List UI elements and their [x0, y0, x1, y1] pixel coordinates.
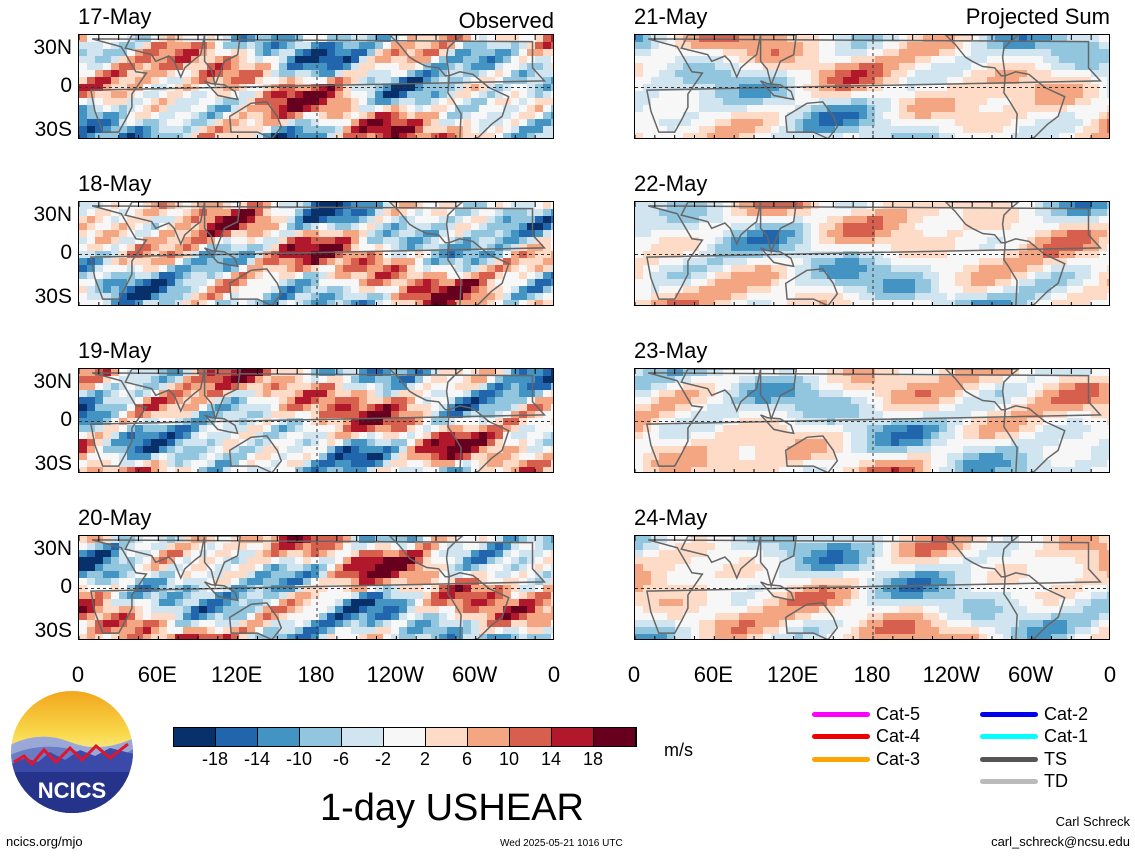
colorbar-tick-label: -10: [285, 749, 312, 769]
panel-date-label: 20-May: [78, 505, 152, 530]
lon-label: 60W: [452, 662, 498, 687]
lat-label: 30N: [33, 537, 72, 560]
projected-sum-label: Projected Sum: [965, 4, 1110, 29]
footer-timestamp: Wed 2025-05-21 1016 UTC: [500, 838, 623, 849]
lat-label: 30N: [33, 370, 72, 393]
colorbar-tick-label: 14: [540, 749, 562, 769]
legend-label: Cat-5: [876, 704, 921, 724]
legend-label: Cat-1: [1044, 726, 1089, 746]
colorbar-swatch: [258, 728, 300, 746]
lon-label: 0: [627, 662, 641, 687]
footer-author: Carl Schreck: [1055, 814, 1130, 829]
shear-map-panel: [634, 34, 1110, 139]
figure-title: 1-day USHEAR: [320, 787, 584, 829]
logo-text: NCICS: [38, 778, 106, 803]
lat-label: 0: [60, 575, 72, 598]
lon-label: 120W: [922, 662, 981, 687]
lat-label: 0: [60, 241, 72, 264]
lat-label: 0: [60, 408, 72, 431]
legend-item: TS: [980, 749, 1067, 770]
legend-item: Cat-5: [812, 704, 920, 725]
lat-label: 30S: [34, 118, 72, 141]
shear-map-panel: [78, 368, 554, 473]
lon-label: 0: [71, 662, 85, 687]
panel-date-label: 18-May: [78, 171, 152, 196]
legend-swatch: [980, 779, 1038, 784]
colorbar-swatch: [510, 728, 552, 746]
colorbar-swatch: [552, 728, 594, 746]
colorbar-tick-label: 2: [419, 749, 430, 769]
lon-label: 120E: [766, 662, 819, 687]
observed-label: Observed: [458, 8, 554, 33]
lat-label: 30S: [34, 285, 72, 308]
colorbar: [173, 727, 637, 747]
colorbar-swatch: [300, 728, 342, 746]
legend-label: TS: [1044, 749, 1068, 769]
lon-label: 180: [297, 662, 335, 687]
legend-swatch: [812, 734, 870, 739]
colorbar-tick-label: 10: [498, 749, 520, 769]
legend-label: Cat-3: [876, 749, 921, 769]
colorbar-tick-label: -6: [332, 749, 349, 769]
legend-item: Cat-1: [980, 726, 1088, 747]
lon-label: 0: [547, 662, 561, 687]
legend-label: Cat-2: [1044, 704, 1089, 724]
legend-swatch: [980, 734, 1038, 739]
legend-swatch: [812, 712, 870, 717]
shear-map-panel: [78, 201, 554, 306]
colorbar-swatch: [216, 728, 258, 746]
legend-item: Cat-2: [980, 704, 1088, 725]
panel-date-label: 24-May: [634, 505, 708, 530]
panel-date-label: 21-May: [634, 4, 708, 29]
lon-label: 0: [1103, 662, 1117, 687]
legend-swatch: [980, 757, 1038, 762]
lon-label: 60W: [1008, 662, 1054, 687]
colorbar-tick-label: 6: [461, 749, 472, 769]
legend-item: TD: [980, 771, 1068, 792]
footer-email: carl_schreck@ncsu.edu: [991, 834, 1130, 849]
lat-label: 30S: [34, 619, 72, 642]
colorbar-tick-label: -2: [374, 749, 391, 769]
lon-label: 60E: [693, 662, 733, 687]
colorbar-tick-label: -18: [201, 749, 228, 769]
shear-map-panel: [78, 535, 554, 640]
ncics-logo: NCICS: [10, 690, 134, 814]
lat-label: 0: [60, 74, 72, 97]
panel-date-label: 19-May: [78, 338, 152, 363]
panel-date-label: 23-May: [634, 338, 708, 363]
lon-label: 60E: [137, 662, 177, 687]
lat-label: 30S: [34, 452, 72, 475]
shear-map-panel: [634, 535, 1110, 640]
lon-label: 120W: [366, 662, 425, 687]
legend-label: Cat-4: [876, 726, 921, 746]
legend-label: TD: [1044, 771, 1068, 791]
colorbar-swatch: [594, 728, 636, 746]
colorbar-tick-label: 18: [582, 749, 604, 769]
lon-label: 180: [853, 662, 891, 687]
colorbar-swatch: [174, 728, 216, 746]
colorbar-swatch: [342, 728, 384, 746]
lon-label: 120E: [210, 662, 263, 687]
legend-swatch: [812, 757, 870, 762]
units-label: m/s: [664, 740, 693, 760]
colorbar-swatch: [384, 728, 426, 746]
lat-label: 30N: [33, 36, 72, 59]
shear-map-panel: [634, 368, 1110, 473]
legend-item: Cat-3: [812, 749, 920, 770]
colorbar-swatch: [426, 728, 468, 746]
shear-map-panel: [634, 201, 1110, 306]
legend-item: Cat-4: [812, 726, 920, 747]
lat-label: 30N: [33, 203, 72, 226]
footer-url: ncics.org/mjo: [6, 834, 83, 849]
panel-date-label: 17-May: [78, 4, 152, 29]
colorbar-tick-label: -14: [243, 749, 270, 769]
shear-map-panel: [78, 34, 554, 139]
panel-date-label: 22-May: [634, 171, 708, 196]
legend-swatch: [980, 712, 1038, 717]
colorbar-swatch: [468, 728, 510, 746]
